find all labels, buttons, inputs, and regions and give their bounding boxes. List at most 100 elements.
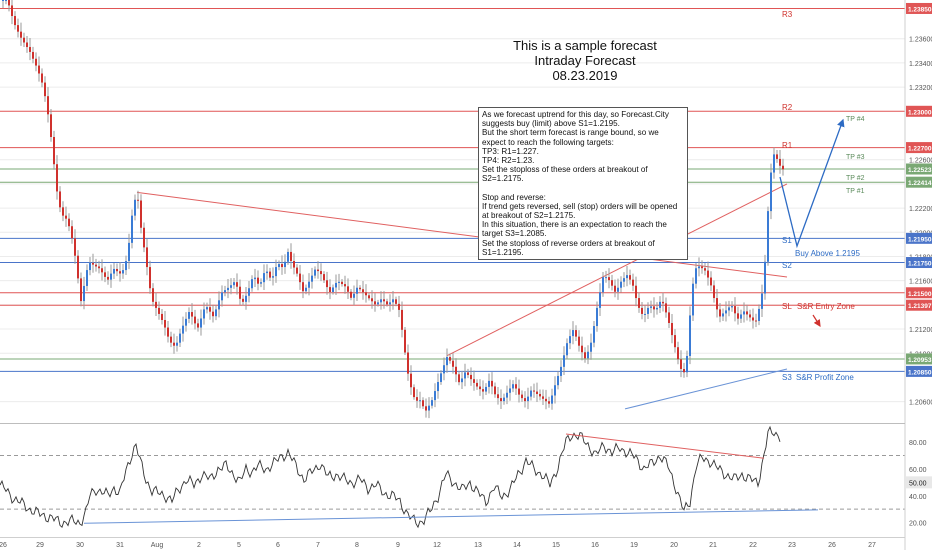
candle-down — [41, 73, 43, 83]
candle-up — [392, 299, 394, 303]
candle-down — [671, 323, 673, 336]
candle-up — [389, 302, 391, 305]
candle-up — [200, 318, 202, 328]
candle-down — [584, 352, 586, 359]
candle-down — [674, 335, 676, 348]
candle-down — [350, 291, 352, 298]
candle-up — [230, 285, 232, 288]
candle-up — [689, 315, 691, 356]
candle-down — [299, 273, 301, 283]
candle-down — [542, 396, 544, 399]
support-trend-line — [624, 368, 788, 410]
candle-down — [35, 58, 37, 66]
candle-down — [410, 373, 412, 388]
candle-up — [620, 281, 622, 288]
candle-up — [314, 269, 316, 276]
candle-up — [485, 386, 487, 392]
candle-down — [62, 207, 64, 216]
candle-down — [347, 286, 349, 292]
forecast-arrow-down — [812, 314, 821, 328]
candle-down — [533, 390, 535, 392]
candle-up — [764, 261, 766, 294]
price-tick-label: 1.23200 — [909, 85, 932, 92]
candle-up — [110, 273, 112, 280]
candle-down — [779, 158, 781, 166]
candle-down — [407, 352, 409, 374]
candle-up — [695, 268, 697, 284]
candle-down — [782, 165, 784, 170]
note-line: Stop and reverse: — [482, 192, 546, 202]
level-price-label: 1.22523 — [908, 167, 932, 174]
candle-up — [431, 400, 433, 406]
candle-down — [422, 400, 424, 407]
candle-down — [320, 271, 322, 275]
candle-down — [56, 164, 58, 192]
candle-down — [116, 268, 118, 272]
candle-up — [338, 281, 340, 283]
forecast-note: As we forecast uptrend for this day, so … — [478, 107, 688, 261]
candle-up — [188, 312, 190, 319]
price-tick-label: 1.21600 — [909, 279, 932, 286]
candle-up — [434, 391, 436, 401]
candle-up — [182, 325, 184, 334]
note-line: If trend gets reversed, sell (stop) orde… — [482, 201, 680, 221]
candle-down — [365, 292, 367, 296]
candle-down — [473, 379, 475, 383]
candle-down — [167, 327, 169, 337]
time-tick-label: 26 — [828, 542, 836, 549]
s1-label: S1 — [782, 236, 792, 245]
candle-down — [326, 280, 328, 288]
candle-down — [545, 398, 547, 402]
candle-down — [707, 270, 709, 278]
candle-down — [638, 298, 640, 308]
level-lines — [0, 7, 905, 372]
tp3-label: TP #3 — [846, 154, 865, 161]
candle-down — [635, 285, 637, 299]
candle-down — [467, 372, 469, 375]
candle-up — [233, 282, 235, 286]
candle-down — [476, 382, 478, 387]
candle-up — [206, 307, 208, 310]
candle-down — [173, 342, 175, 346]
candle-down — [107, 276, 109, 280]
candle-up — [440, 373, 442, 382]
candle-down — [668, 312, 670, 324]
candle-down — [665, 303, 667, 313]
candle-down — [191, 312, 193, 317]
candle-down — [416, 397, 418, 401]
candle-down — [71, 226, 73, 239]
time-tick-label: 21 — [709, 542, 717, 549]
candle-up — [731, 306, 733, 308]
candle-down — [734, 306, 736, 314]
candle-up — [773, 154, 775, 173]
note-line: Set the stoploss of reverse orders at br… — [482, 238, 658, 257]
candle-down — [521, 394, 523, 399]
candle-up — [488, 380, 490, 387]
r2-label: R2 — [782, 103, 793, 112]
candle-up — [185, 318, 187, 326]
time-tick-label: 29 — [36, 542, 44, 549]
candle-up — [623, 278, 625, 282]
candle-down — [302, 282, 304, 292]
time-tick-label: 15 — [552, 542, 560, 549]
candle-up — [179, 333, 181, 343]
oscillator-line — [0, 425, 781, 529]
price-candles — [2, 0, 784, 419]
candle-up — [506, 392, 508, 398]
candle-up — [617, 287, 619, 292]
candle-down — [449, 357, 451, 361]
candle-up — [224, 290, 226, 293]
time-tick-label: 14 — [513, 542, 521, 549]
candle-up — [335, 282, 337, 288]
price-labels: 1.23850 1.23000 1.22700 1.22523 1.22414 1.219… — [906, 2, 932, 377]
candle-down — [137, 199, 139, 201]
candle-down — [74, 238, 76, 256]
candle-down — [515, 384, 517, 389]
candle-up — [626, 275, 628, 279]
time-tick-label: Aug — [151, 542, 164, 549]
candle-down — [101, 268, 103, 273]
candle-down — [80, 278, 82, 302]
candle-down — [296, 267, 298, 274]
